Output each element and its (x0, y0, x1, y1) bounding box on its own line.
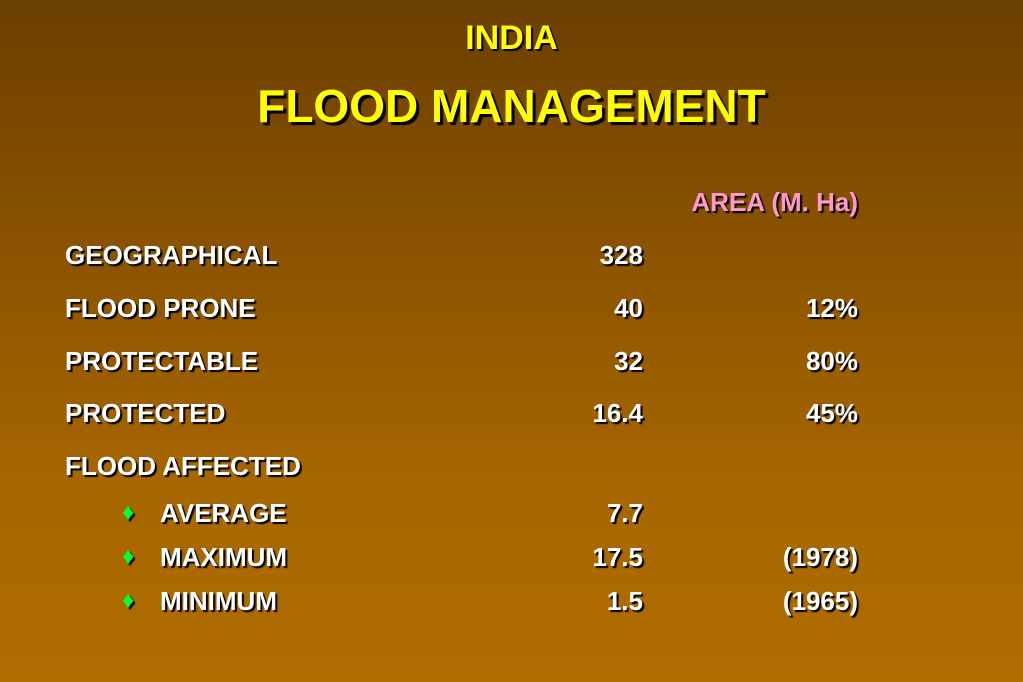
table-row: PROTECTABLE 32 80% (0, 344, 1023, 378)
diamond-bullet-icon: ♦ (122, 543, 135, 570)
row-value: 32 (614, 346, 643, 376)
row-extra: (1978) (782, 542, 858, 572)
diamond-bullet-icon: ♦ (122, 587, 135, 614)
row-label: GEOGRAPHICAL (65, 240, 278, 270)
row-label: FLOOD AFFECTED (65, 451, 301, 481)
table-row: PROTECTED 16.4 45% (0, 396, 1023, 430)
row-label: FLOOD PRONE (65, 293, 256, 323)
row-extra: 45% (805, 398, 858, 428)
table-row: FLOOD AFFECTED (0, 449, 1023, 483)
row-label: PROTECTED (65, 398, 226, 428)
row-extra: 80% (805, 346, 858, 376)
slide-title-topic: FLOOD MANAGEMENT (257, 80, 766, 132)
diamond-bullet-icon: ♦ (122, 499, 135, 526)
row-value: 7.7 (606, 498, 643, 528)
row-label: AVERAGE (160, 498, 287, 528)
row-value: 16.4 (592, 398, 643, 428)
row-label: PROTECTABLE (65, 346, 259, 376)
row-value: 40 (614, 293, 643, 323)
row-extra: (1965) (782, 586, 858, 616)
row-value: 1.5 (606, 586, 643, 616)
row-label: MINIMUM (160, 586, 277, 616)
table-sub-row: ♦ MINIMUM 1.5 (1965) (0, 584, 1023, 618)
table-row: GEOGRAPHICAL 328 (0, 238, 1023, 272)
slide-title-country: INDIA (465, 19, 558, 57)
column-header-area: AREA (M. Ha) (691, 187, 858, 217)
row-value: 328 (599, 240, 643, 270)
table-sub-row: ♦ MAXIMUM 17.5 (1978) (0, 540, 1023, 574)
row-extra: 12% (805, 293, 858, 323)
table-sub-row: ♦ AVERAGE 7.7 (0, 496, 1023, 530)
table-row: FLOOD PRONE 40 12% (0, 291, 1023, 325)
row-label: MAXIMUM (160, 542, 288, 572)
row-value: 17.5 (592, 542, 643, 572)
